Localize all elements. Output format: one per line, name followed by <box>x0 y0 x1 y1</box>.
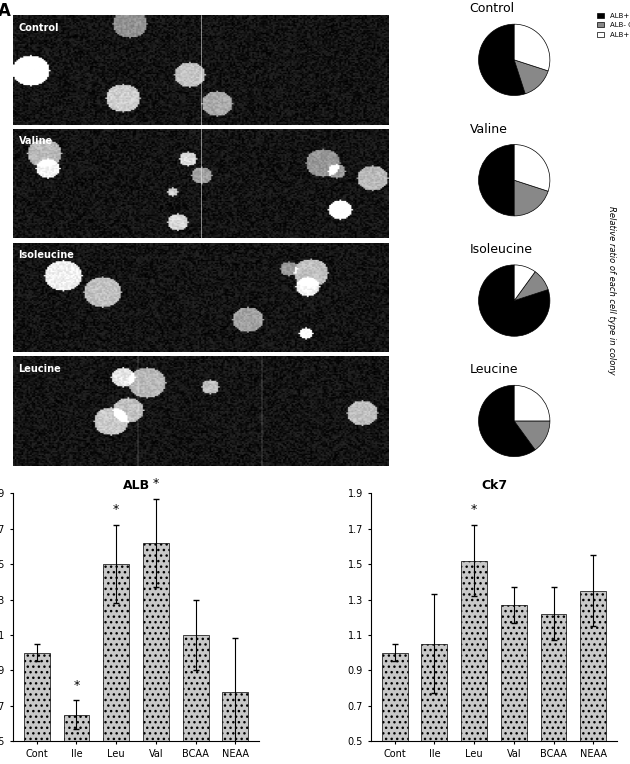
Wedge shape <box>479 265 550 336</box>
Text: Valine: Valine <box>469 123 508 136</box>
Wedge shape <box>479 144 514 216</box>
Text: Isoleucine: Isoleucine <box>469 243 532 256</box>
Text: Control: Control <box>469 2 515 15</box>
Wedge shape <box>479 385 536 457</box>
Title: Ck7: Ck7 <box>481 479 507 492</box>
Wedge shape <box>514 24 550 71</box>
Text: A: A <box>0 2 11 20</box>
Wedge shape <box>514 180 548 216</box>
Bar <box>143 543 169 764</box>
Text: *: * <box>152 477 159 490</box>
Bar <box>580 591 606 764</box>
Text: Leucine: Leucine <box>18 364 61 374</box>
Text: *: * <box>113 503 119 516</box>
Bar <box>103 564 129 764</box>
Text: Relative ratio of each cell type in colony: Relative ratio of each cell type in colo… <box>607 206 616 374</box>
Text: Leucine: Leucine <box>469 364 518 377</box>
Legend: ALB+ CK7-, ALB- CK7+, ALB+ CK7+: ALB+ CK7-, ALB- CK7+, ALB+ CK7+ <box>594 10 630 40</box>
Wedge shape <box>514 144 550 191</box>
Text: *: * <box>73 678 79 691</box>
Bar <box>501 605 527 764</box>
Text: Isoleucine: Isoleucine <box>18 250 74 260</box>
Bar <box>461 561 487 764</box>
Wedge shape <box>514 421 550 450</box>
Bar <box>222 691 248 764</box>
Wedge shape <box>514 265 536 300</box>
Wedge shape <box>514 272 548 300</box>
Bar <box>382 652 408 764</box>
Bar <box>24 652 50 764</box>
Bar <box>421 644 447 764</box>
Wedge shape <box>514 385 550 421</box>
Bar <box>64 714 89 764</box>
Bar <box>541 613 566 764</box>
Text: B: B <box>456 0 469 2</box>
Title: ALB: ALB <box>122 479 149 492</box>
Wedge shape <box>514 60 548 94</box>
Text: Valine: Valine <box>18 137 53 147</box>
Text: Control: Control <box>18 23 59 33</box>
Text: *: * <box>471 503 478 516</box>
Bar <box>183 635 209 764</box>
Wedge shape <box>479 24 525 96</box>
